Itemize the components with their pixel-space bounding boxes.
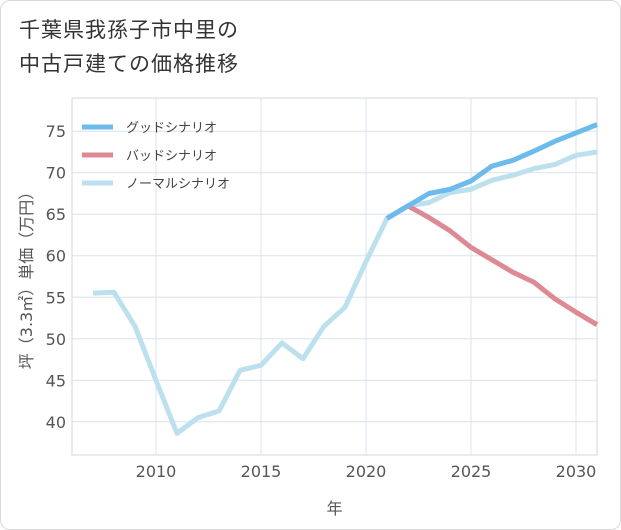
y-tick-label: 55 <box>46 288 66 307</box>
series-layer <box>92 122 599 436</box>
y-tick-label: 65 <box>46 205 66 224</box>
y-axis-label: 坪（3.3㎡）単価（万円） <box>17 184 36 369</box>
grid-lines <box>72 98 597 455</box>
x-tick-label: 2015 <box>241 462 282 481</box>
y-tick-labels: 40 45 50 55 60 65 70 75 <box>46 122 66 432</box>
x-tick-label: 2030 <box>556 462 597 481</box>
y-tick-label: 40 <box>46 413 66 432</box>
y-tick-label: 70 <box>46 164 66 183</box>
x-tick-labels: 2010 2015 2020 2025 2030 <box>136 462 597 481</box>
series-line-good <box>385 122 598 221</box>
y-tick-label: 75 <box>46 122 66 141</box>
chart-title-line2: 中古戸建ての価格推移 <box>19 52 239 76</box>
chart-title-line1: 千葉県我孫子市中里の <box>19 18 239 42</box>
plot-area <box>71 97 598 456</box>
legend-label-bad: バッドシナリオ <box>126 149 217 164</box>
x-axis-label: 年 <box>326 499 342 518</box>
series-line-normal <box>92 149 598 436</box>
legend-label-normal: ノーマルシナリオ <box>126 177 230 192</box>
y-tick-label: 60 <box>46 247 66 266</box>
x-tick-label: 2025 <box>451 462 492 481</box>
legend-label-good: グッドシナリオ <box>126 121 217 136</box>
x-tick-label: 2020 <box>346 462 387 481</box>
x-tick-label: 2010 <box>136 462 177 481</box>
series-line-bad <box>385 203 599 327</box>
chart-title: 千葉県我孫子市中里の 中古戸建ての価格推移 <box>19 13 239 81</box>
y-tick-label: 45 <box>46 371 66 390</box>
y-tick-label: 50 <box>46 330 66 349</box>
